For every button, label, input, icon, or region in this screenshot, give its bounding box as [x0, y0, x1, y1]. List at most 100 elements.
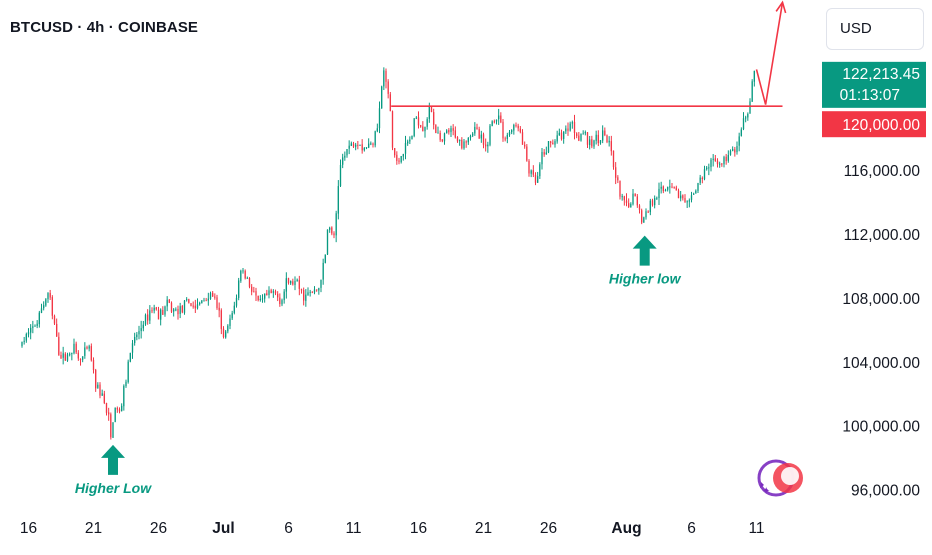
candle [632, 188, 634, 206]
candle [415, 116, 418, 120]
candle [363, 147, 366, 152]
candle [274, 289, 277, 296]
candle [530, 169, 532, 178]
candle-body [688, 200, 691, 202]
price-tick-label: 100,000.00 [842, 419, 920, 436]
time-scale[interactable]: 16 21 26 Jul 6 11 16 21 26 Aug 6 11 [20, 520, 765, 537]
candle-body [346, 149, 348, 156]
price-scale[interactable]: 116,000.00 112,000.00 108,000.00 104,000.00… [822, 61, 926, 500]
candle [497, 108, 500, 125]
candle-body [497, 115, 500, 120]
projection-path[interactable] [755, 2, 784, 105]
candle-body [274, 291, 277, 294]
candle-body [181, 305, 184, 313]
candle [426, 117, 428, 130]
candle-body [179, 306, 181, 314]
candle-body [328, 227, 331, 230]
candle-body [66, 354, 69, 361]
candle [218, 302, 220, 318]
candle [508, 129, 511, 137]
candle [331, 226, 333, 236]
candle-body [237, 280, 240, 298]
candle-body [318, 288, 320, 291]
candle-body [244, 270, 246, 279]
candle [300, 288, 303, 294]
candle-body [599, 140, 602, 144]
candle [90, 343, 93, 362]
candle-body [734, 149, 736, 153]
candle-body [582, 133, 584, 135]
candle [307, 287, 309, 296]
candle [374, 130, 376, 148]
candle [526, 144, 528, 162]
candle [45, 298, 47, 307]
candle-body [686, 201, 688, 203]
candle-body [220, 310, 223, 329]
candle-body [575, 133, 578, 136]
candle-body [647, 211, 649, 213]
candle-body [300, 289, 303, 291]
candle-body [153, 307, 155, 311]
candle-body [292, 281, 294, 285]
candle [467, 137, 470, 145]
candle-body [424, 126, 426, 132]
candle-body [545, 152, 548, 155]
candles-layer [21, 67, 756, 440]
candle [484, 138, 487, 152]
candle [506, 132, 509, 144]
site-logo: ✦ [757, 459, 803, 497]
candle [237, 277, 240, 301]
candle [545, 146, 548, 155]
candle-body [636, 196, 639, 206]
candle-body [396, 154, 398, 161]
projection-arrowhead [775, 0, 787, 14]
candle [259, 295, 262, 302]
candle [424, 126, 426, 138]
candle-body [565, 128, 567, 132]
candle [389, 91, 392, 112]
candle [155, 306, 158, 311]
candle [40, 303, 43, 314]
currency-selector-button[interactable]: USD [826, 8, 924, 50]
candle [586, 132, 589, 148]
candle-body [487, 144, 489, 147]
candle-body [151, 310, 153, 312]
candle-body [601, 130, 604, 141]
candle-body [493, 121, 496, 123]
candle-body [554, 141, 556, 145]
candle [55, 318, 58, 337]
candle [131, 340, 134, 359]
candle-body [313, 289, 316, 293]
candle [705, 165, 708, 171]
candle [116, 406, 119, 413]
candle [201, 300, 203, 304]
candle-body [608, 140, 610, 143]
candle-body [279, 297, 281, 304]
candle-body [361, 144, 363, 151]
candle-body [289, 280, 292, 284]
candle [244, 269, 246, 280]
price-tick-label: 96,000.00 [851, 483, 920, 500]
candle [400, 155, 402, 164]
candle [675, 185, 678, 191]
candle-body [695, 190, 697, 194]
candle-body [227, 325, 229, 332]
candle [324, 254, 327, 264]
candle-body [201, 300, 203, 304]
candle-body [164, 306, 166, 315]
candle [339, 159, 342, 188]
candle-body [172, 309, 175, 312]
candle-body [185, 299, 188, 301]
candle-body [166, 299, 168, 307]
candle [298, 275, 301, 296]
candle [231, 310, 233, 321]
candle [716, 158, 719, 168]
candle [344, 151, 346, 161]
candle [660, 181, 662, 194]
candle [406, 139, 409, 146]
candle-body [630, 203, 632, 208]
candle [140, 320, 142, 339]
candle-body [359, 144, 361, 146]
